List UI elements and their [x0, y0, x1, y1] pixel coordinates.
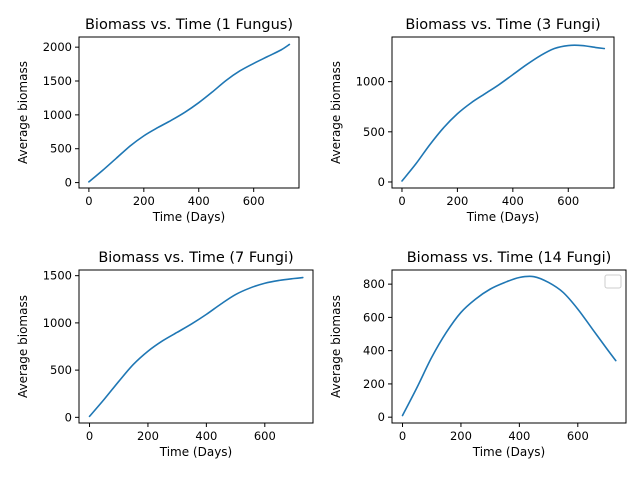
y-tick-label: 200 [363, 377, 385, 391]
y-tick-label: 500 [50, 363, 72, 377]
x-tick-label: 400 [195, 429, 217, 443]
subplot-2: Biomass vs. Time (3 Fungi) 0 200 400 600 0 500… [329, 17, 615, 224]
subplot-1: Biomass vs. Time (1 Fungus) 0 200 400 600 0 50… [16, 17, 300, 224]
x-tick-label: 400 [188, 194, 210, 208]
chart-title: Biomass vs. Time (1 Fungus) [85, 17, 293, 33]
chart-title: Biomass vs. Time (3 Fungi) [405, 17, 600, 33]
y-tick-label: 1000 [43, 316, 72, 330]
y-axis-label: Average biomass [329, 295, 343, 398]
y-tick-label: 1000 [43, 108, 72, 122]
x-tick-label: 400 [508, 429, 530, 443]
y-tick-label: 1500 [43, 269, 72, 283]
y-tick-label: 1500 [43, 74, 72, 88]
plot-area [78, 269, 314, 424]
y-tick-label: 500 [50, 142, 72, 156]
y-tick-label: 400 [363, 344, 385, 358]
plot-area [78, 36, 300, 189]
y-axis-label: Average biomass [16, 61, 30, 164]
legend-box [604, 274, 622, 289]
x-tick-label: 0 [398, 194, 405, 208]
x-tick-label: 600 [557, 194, 579, 208]
y-axis-label: Average biomass [329, 61, 343, 164]
y-axis-label: Average biomass [16, 295, 30, 398]
y-tick-label: 600 [363, 310, 385, 324]
y-tick-label: 800 [363, 277, 385, 291]
series-line [88, 43, 291, 183]
x-tick-label: 0 [85, 194, 92, 208]
y-tick-label: 1000 [356, 75, 385, 89]
y-tick-label: 0 [378, 410, 385, 424]
subplot-4: Biomass vs. Time (14 Fungi) 0 200 400 600 0 20… [329, 250, 627, 459]
x-tick-label: 200 [133, 194, 155, 208]
y-tick-label: 0 [65, 176, 72, 190]
x-tick-label: 600 [254, 429, 276, 443]
y-tick-label: 0 [65, 410, 72, 424]
x-axis-label: Time (Days) [159, 445, 233, 459]
x-axis-label: Time (Days) [466, 210, 540, 224]
y-tick-label: 2000 [43, 40, 72, 54]
x-tick-label: 0 [399, 429, 406, 443]
series-line [88, 276, 304, 418]
y-tick-label: 500 [363, 125, 385, 139]
x-tick-label: 200 [137, 429, 159, 443]
x-axis-label: Time (Days) [472, 445, 546, 459]
plot-area [391, 269, 627, 424]
chart-title: Biomass vs. Time (14 Fungi) [407, 250, 612, 266]
x-axis-label: Time (Days) [152, 210, 226, 224]
x-tick-label: 0 [86, 429, 93, 443]
x-tick-label: 600 [567, 429, 589, 443]
plot-area [391, 36, 615, 189]
x-tick-label: 200 [450, 429, 472, 443]
series-line [401, 275, 617, 417]
x-tick-label: 600 [243, 194, 265, 208]
subplot-3: Biomass vs. Time (7 Fungi) 0 200 400 600 0 500… [16, 250, 314, 459]
x-tick-label: 200 [446, 194, 468, 208]
x-tick-label: 400 [502, 194, 524, 208]
chart-title: Biomass vs. Time (7 Fungi) [98, 250, 293, 266]
series-line [401, 44, 606, 182]
y-tick-label: 0 [378, 175, 385, 189]
